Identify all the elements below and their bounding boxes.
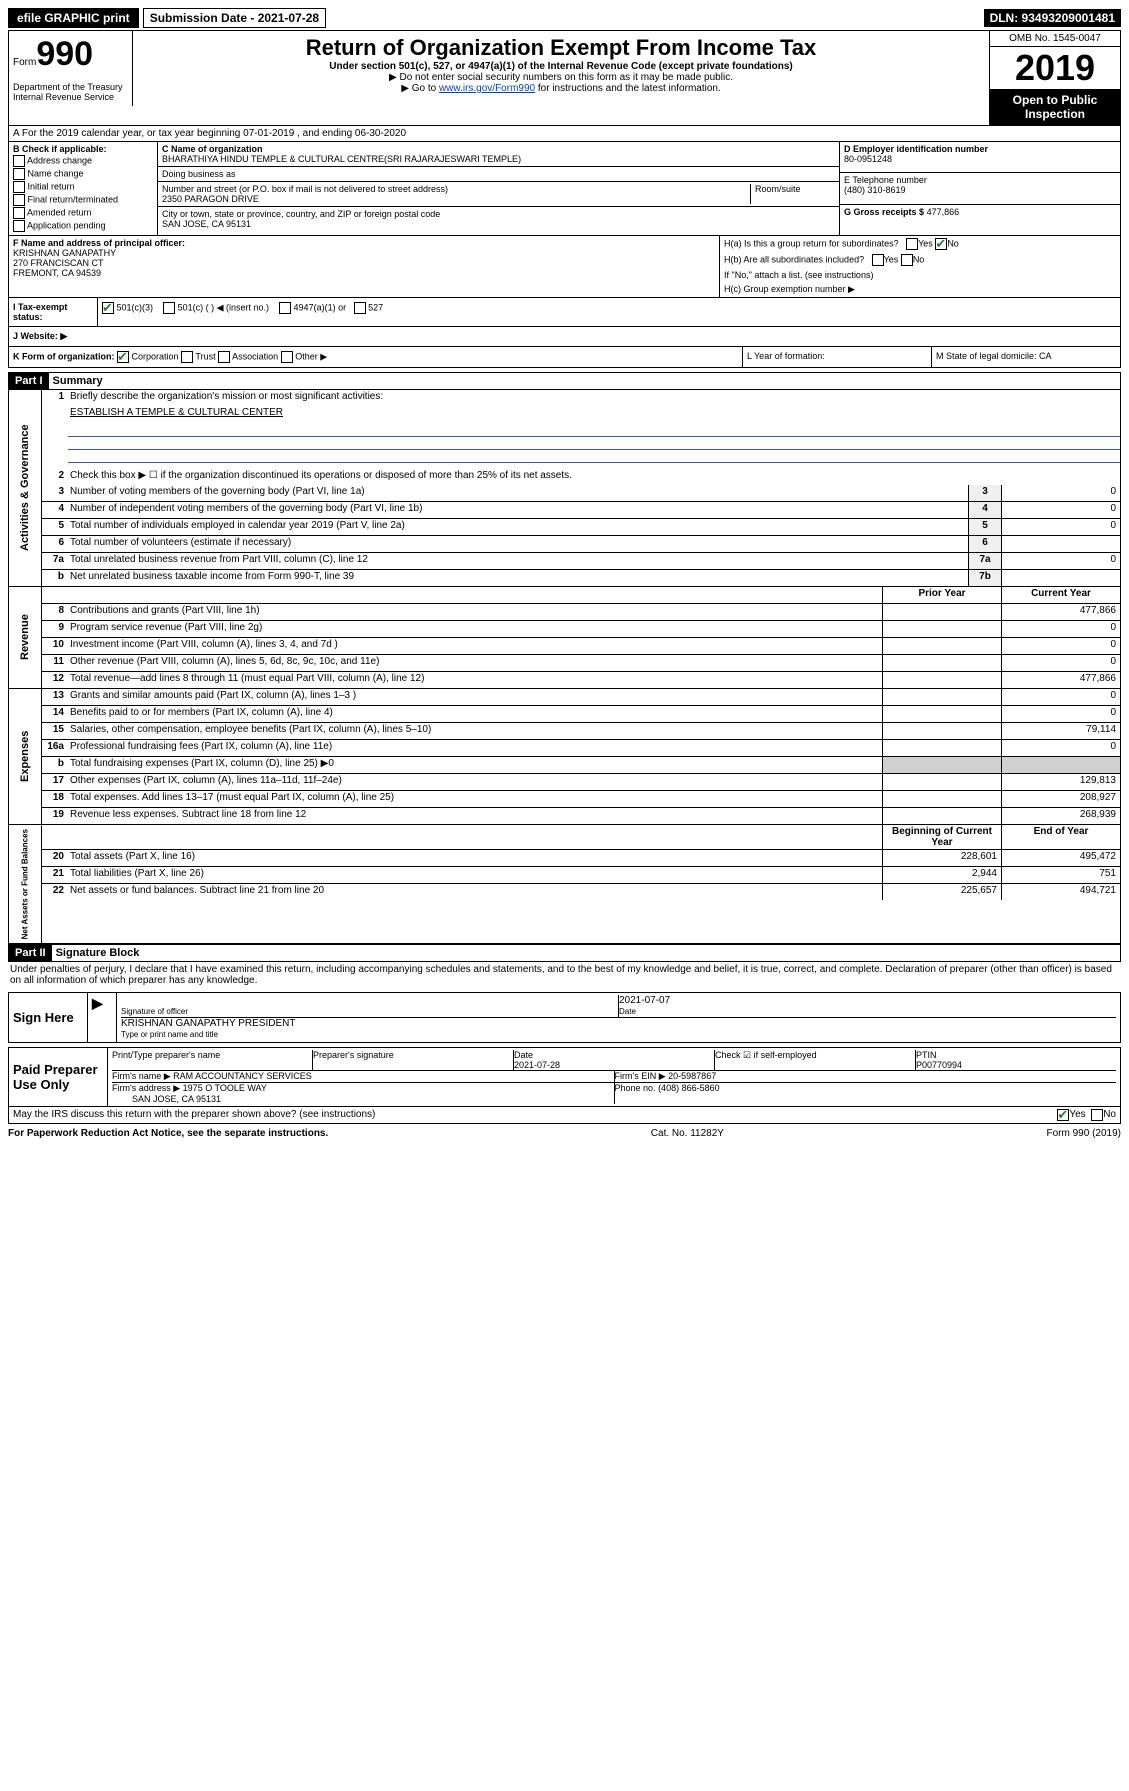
title-row: Form990 Department of the Treasury Inter… <box>8 30 1121 126</box>
chk-527[interactable] <box>354 302 366 314</box>
chk-initial-return[interactable]: Initial return <box>13 181 153 193</box>
chk-corp[interactable] <box>117 351 129 363</box>
form-number-box: Form990 <box>9 31 133 78</box>
discuss-no[interactable] <box>1091 1109 1103 1121</box>
department-label: Department of the Treasury Internal Reve… <box>9 78 133 106</box>
hb-no[interactable] <box>901 254 913 266</box>
org-city: SAN JOSE, CA 95131 <box>162 219 251 229</box>
chk-trust[interactable] <box>181 351 193 363</box>
row-ij: I Tax-exempt status: 501(c)(3) 501(c) ( … <box>8 298 1121 327</box>
perjury-statement: Under penalties of perjury, I declare th… <box>8 962 1121 988</box>
discuss-yes[interactable] <box>1057 1109 1069 1121</box>
irs-link[interactable]: www.irs.gov/Form990 <box>439 83 535 94</box>
part2-bar: Part II Signature Block <box>8 944 1121 962</box>
mission: ESTABLISH A TEMPLE & CULTURAL CENTER <box>66 406 1120 422</box>
submission-date-button[interactable]: Submission Date - 2021-07-28 <box>143 8 326 28</box>
tax-year: 2019 <box>990 47 1120 89</box>
chk-assoc[interactable] <box>218 351 230 363</box>
discuss-row: May the IRS discuss this return with the… <box>8 1107 1121 1124</box>
activities-governance: Activities & Governance 1Briefly describ… <box>8 390 1121 587</box>
row-fgh: F Name and address of principal officer:… <box>8 236 1121 298</box>
firm-ein: 20-5987867 <box>668 1071 716 1081</box>
chk-address-change[interactable]: Address change <box>13 155 153 167</box>
sign-date: 2021-07-07 <box>619 995 670 1006</box>
open-to-public: Open to Public Inspection <box>990 89 1120 125</box>
revenue-section: Revenue Prior YearCurrent Year 8Contribu… <box>8 587 1121 689</box>
chk-final-return[interactable]: Final return/terminated <box>13 194 153 206</box>
org-address: 2350 PARAGON DRIVE <box>162 194 259 204</box>
ha-yes[interactable] <box>906 238 918 250</box>
ein: 80-0951248 <box>844 154 892 164</box>
paid-preparer-block: Paid Preparer Use Only Print/Type prepar… <box>8 1047 1121 1107</box>
chk-other[interactable] <box>281 351 293 363</box>
sign-here-block: Sign Here ▶ Signature of officer 2021-07… <box>8 992 1121 1043</box>
net-assets-section: Net Assets or Fund Balances Beginning of… <box>8 825 1121 944</box>
topbar: efile GRAPHIC print Submission Date - 20… <box>8 8 1121 28</box>
section-b: B Check if applicable: Address change Na… <box>9 142 158 235</box>
chk-amended[interactable]: Amended return <box>13 207 153 219</box>
prep-date: 2021-07-28 <box>514 1060 560 1070</box>
state-domicile: M State of legal domicile: CA <box>931 347 1120 367</box>
row-klm: K Form of organization: Corporation Trus… <box>8 347 1121 368</box>
chk-application-pending[interactable]: Application pending <box>13 220 153 232</box>
section-h: H(a) Is this a group return for subordin… <box>719 236 1120 297</box>
org-name: BHARATHIYA HINDU TEMPLE & CULTURAL CENTR… <box>162 154 521 164</box>
gross-receipts: 477,866 <box>927 207 960 217</box>
row-j: J Website: ▶ <box>8 327 1121 347</box>
form-title: Return of Organization Exempt From Incom… <box>139 35 983 61</box>
omb-number: OMB No. 1545-0047 <box>990 31 1120 47</box>
efile-button[interactable]: efile GRAPHIC print <box>8 8 139 28</box>
note-goto: ▶ Go to www.irs.gov/Form990 for instruct… <box>139 83 983 94</box>
dln-label: DLN: 93493209001481 <box>984 9 1121 27</box>
title-right: OMB No. 1545-0047 2019 Open to Public In… <box>989 31 1120 125</box>
telephone: (480) 310-8619 <box>844 185 906 195</box>
year-formation: L Year of formation: <box>742 347 931 367</box>
section-de: D Employer identification number 80-0951… <box>839 142 1120 235</box>
arrow-icon: ▶ <box>88 993 117 1042</box>
officer-name-title: KRISHNAN GANAPATHY PRESIDENT <box>121 1018 295 1029</box>
part1-bar: Part I Summary <box>8 372 1121 390</box>
firm-name: RAM ACCOUNTANCY SERVICES <box>173 1071 312 1081</box>
chk-4947[interactable] <box>279 302 291 314</box>
firm-phone: (408) 866-5860 <box>658 1083 720 1093</box>
chk-501c3[interactable] <box>102 302 114 314</box>
ha-no[interactable] <box>935 238 947 250</box>
tax-year-line: A For the 2019 calendar year, or tax yea… <box>8 126 1121 142</box>
note-ssn: ▶ Do not enter social security numbers o… <box>139 72 983 83</box>
hb-yes[interactable] <box>872 254 884 266</box>
section-c: C Name of organization BHARATHIYA HINDU … <box>158 142 839 235</box>
subtitle: Under section 501(c), 527, or 4947(a)(1)… <box>139 61 983 72</box>
entity-block: B Check if applicable: Address change Na… <box>8 142 1121 236</box>
expenses-section: Expenses 13Grants and similar amounts pa… <box>8 689 1121 825</box>
section-f: F Name and address of principal officer:… <box>9 236 719 297</box>
chk-name-change[interactable]: Name change <box>13 168 153 180</box>
chk-501c[interactable] <box>163 302 175 314</box>
ptin: P00770994 <box>916 1060 962 1070</box>
officer-name: KRISHNAN GANAPATHY <box>13 248 116 258</box>
title-center: Return of Organization Exempt From Incom… <box>133 31 989 125</box>
line3-value: 0 <box>1001 485 1120 501</box>
footer: For Paperwork Reduction Act Notice, see … <box>8 1128 1121 1139</box>
